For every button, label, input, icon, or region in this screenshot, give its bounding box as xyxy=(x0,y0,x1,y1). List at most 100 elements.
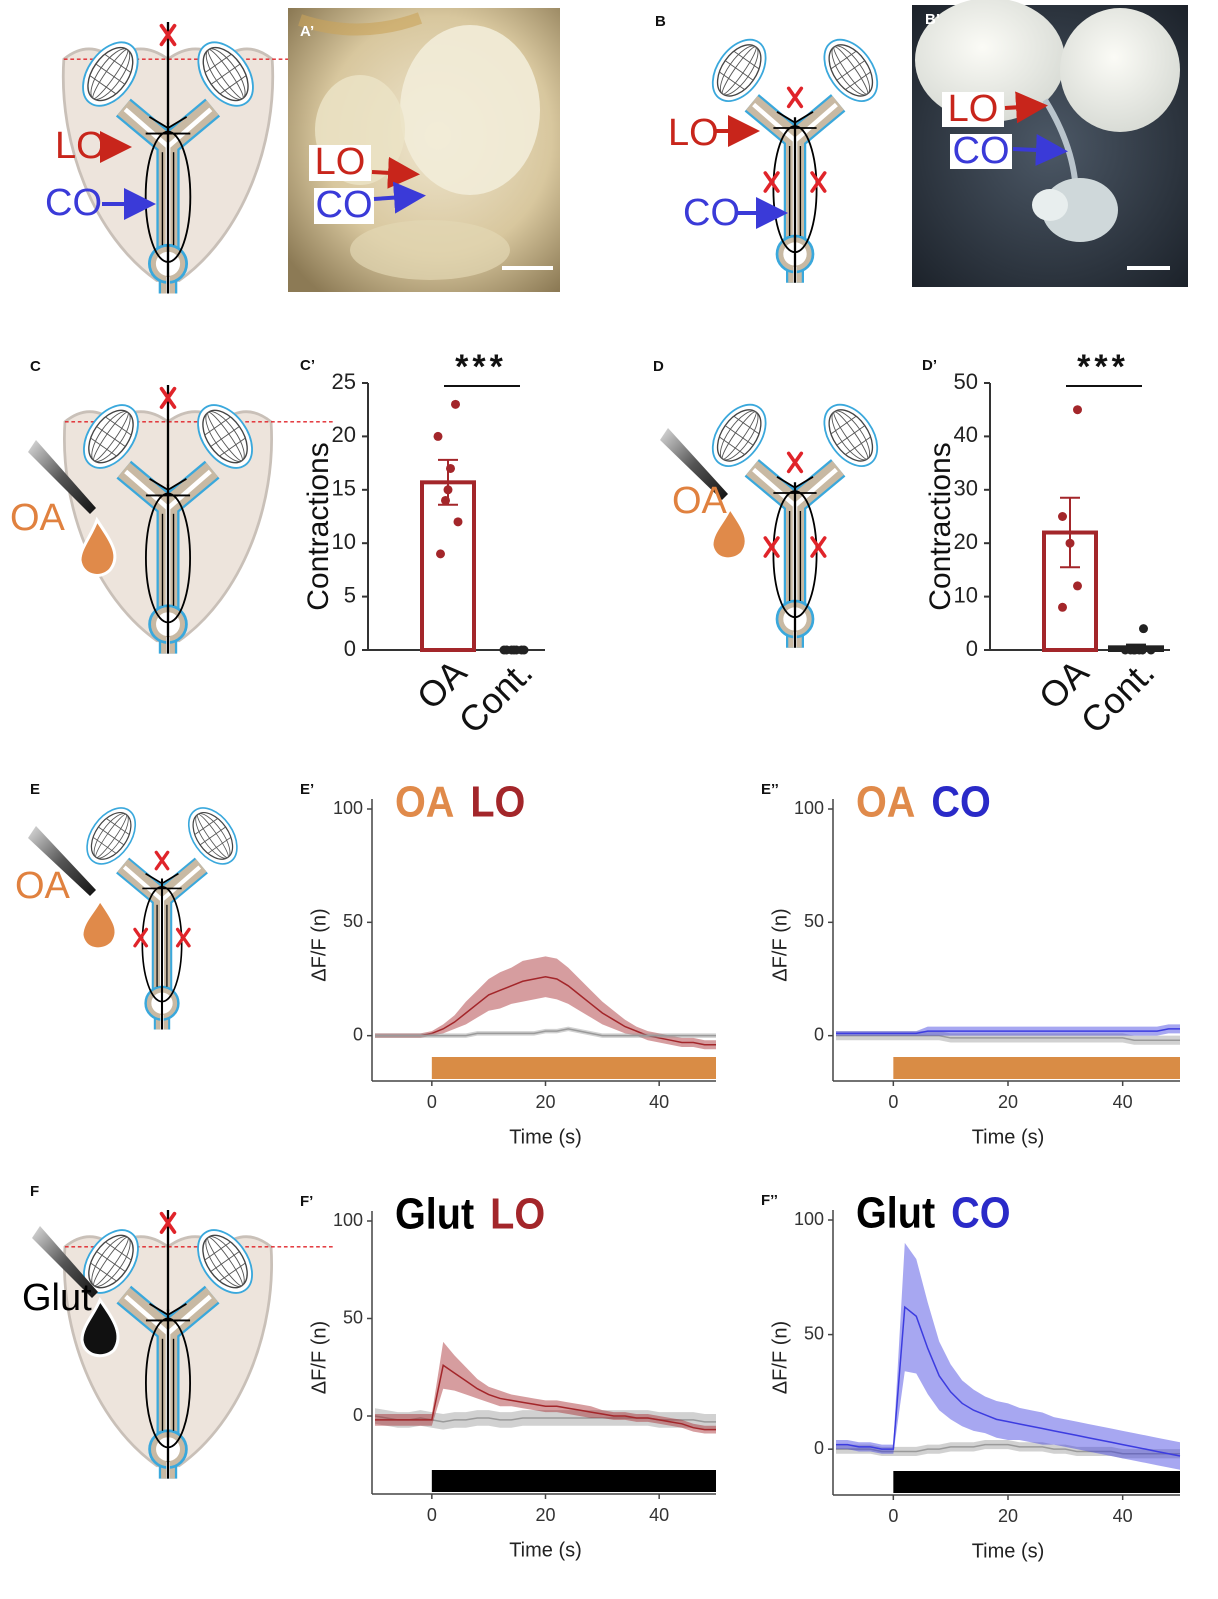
error-band xyxy=(836,1440,1180,1459)
diagram-f: F Glut xyxy=(22,1183,334,1479)
y-tick-label: 50 xyxy=(343,911,363,931)
y-tick-label: 0 xyxy=(353,1405,363,1425)
data-point xyxy=(1058,512,1067,521)
x-tick-label: 20 xyxy=(535,1505,555,1525)
data-point xyxy=(453,517,463,527)
y-axis-label: ΔF/F (n) xyxy=(769,908,791,981)
data-point xyxy=(441,495,450,505)
data-line xyxy=(375,1028,716,1037)
panel-label: E’’ xyxy=(761,781,779,798)
panel-label: C xyxy=(30,358,41,375)
chart: F’ 0 50 100 0 20 40 Time (s) ΔF/F (n) Glut LO xyxy=(300,1189,716,1561)
label-co: CO xyxy=(316,184,373,226)
y-tick-label: 0 xyxy=(353,1024,363,1044)
data-point xyxy=(502,645,511,655)
drug-label: OA xyxy=(15,865,71,907)
x-tick-label: 40 xyxy=(1113,1506,1133,1526)
diagram-c: C OA xyxy=(10,358,334,654)
x-tick-label: 0 xyxy=(888,1092,898,1112)
y-tick-label: 5 xyxy=(344,582,356,607)
chart: E’ 0 50 100 0 20 40 Time (s) ΔF/F (n) OA LO xyxy=(300,777,716,1148)
panel-label: B xyxy=(655,13,666,30)
x-tick-label: Cont. xyxy=(451,651,541,741)
panel-label: E’ xyxy=(300,781,314,798)
panel-label: D xyxy=(653,358,664,375)
drug-label: OA xyxy=(672,480,728,522)
diagram-e: E OA xyxy=(15,781,247,1029)
data-point xyxy=(1137,645,1147,655)
data-point xyxy=(446,463,455,473)
label-lo: LO xyxy=(668,112,719,154)
y-axis-label: ΔF/F (n) xyxy=(769,1321,791,1394)
data-line xyxy=(375,1364,716,1431)
error-band xyxy=(375,1341,716,1434)
y-tick-label: 100 xyxy=(333,1210,363,1230)
y-tick-label: 100 xyxy=(794,1209,824,1229)
drug-label: Glut xyxy=(22,1277,92,1319)
label-lo: LO xyxy=(948,88,999,130)
error-bar xyxy=(1060,496,1080,569)
label-co: CO xyxy=(953,130,1010,172)
data-point xyxy=(1073,405,1082,415)
data-point xyxy=(436,549,445,559)
x-tick-label: 0 xyxy=(888,1506,898,1526)
chart-title: LO xyxy=(490,1189,545,1238)
data-point xyxy=(1146,645,1156,655)
y-tick-label: 0 xyxy=(966,636,978,661)
chart-title: Glut xyxy=(395,1189,474,1238)
x-tick-label: 40 xyxy=(1113,1092,1133,1112)
label-co: CO xyxy=(683,192,740,234)
y-axis-label: Contractions xyxy=(302,442,335,610)
y-tick-label: 0 xyxy=(814,1024,824,1044)
chart-title: CO xyxy=(951,1188,1010,1237)
panel-label: B’ xyxy=(925,11,940,28)
panel-label: F xyxy=(30,1183,39,1200)
error-band xyxy=(836,1242,1180,1470)
y-axis-label: ΔF/F (n) xyxy=(308,1321,330,1394)
significance: *** xyxy=(1077,348,1129,386)
x-tick-label: 20 xyxy=(535,1092,555,1112)
photo-b: B’ LO CO xyxy=(912,0,1188,287)
data-point xyxy=(1126,645,1136,655)
y-tick-label: 20 xyxy=(954,529,978,554)
label-co: CO xyxy=(45,182,102,224)
x-axis-label: Time (s) xyxy=(509,1539,582,1561)
stimulus-bar xyxy=(893,1471,1180,1493)
label-lo: LO xyxy=(55,125,106,167)
chart-title: Glut xyxy=(856,1188,935,1237)
y-tick-label: 0 xyxy=(344,636,356,661)
label-lo: LO xyxy=(315,141,366,183)
data-point xyxy=(451,399,460,409)
photo-a: A’ LO CO xyxy=(288,8,560,292)
data-point xyxy=(1065,538,1075,548)
y-tick-label: 50 xyxy=(804,911,824,931)
arrow xyxy=(371,156,420,189)
y-tick-label: 50 xyxy=(954,369,978,394)
y-axis-label: ΔF/F (n) xyxy=(308,908,330,981)
chart: E’’ 0 50 100 0 20 40 Time (s) ΔF/F (n) OA CO xyxy=(761,777,1180,1148)
error-band xyxy=(375,1408,716,1430)
panel-label: F’ xyxy=(300,1193,313,1210)
bar xyxy=(420,480,476,652)
y-tick-label: 50 xyxy=(343,1307,363,1327)
significance: *** xyxy=(455,348,507,386)
panel-label: F’’ xyxy=(761,1192,778,1209)
panel-label: D’ xyxy=(922,357,937,374)
error-band xyxy=(375,956,716,1050)
stimulus-bar xyxy=(431,1470,716,1492)
data-line xyxy=(836,1034,1180,1041)
y-tick-label: 15 xyxy=(332,476,356,501)
data-point xyxy=(519,645,529,655)
y-tick-label: 100 xyxy=(794,798,824,818)
y-tick-label: 0 xyxy=(814,1438,824,1458)
x-tick-label: 0 xyxy=(427,1505,437,1525)
y-tick-label: 50 xyxy=(804,1323,824,1343)
y-tick-label: 20 xyxy=(332,422,356,447)
chart-title: OA xyxy=(395,777,454,826)
x-tick-label: 40 xyxy=(649,1092,669,1112)
data-point xyxy=(1073,581,1082,591)
